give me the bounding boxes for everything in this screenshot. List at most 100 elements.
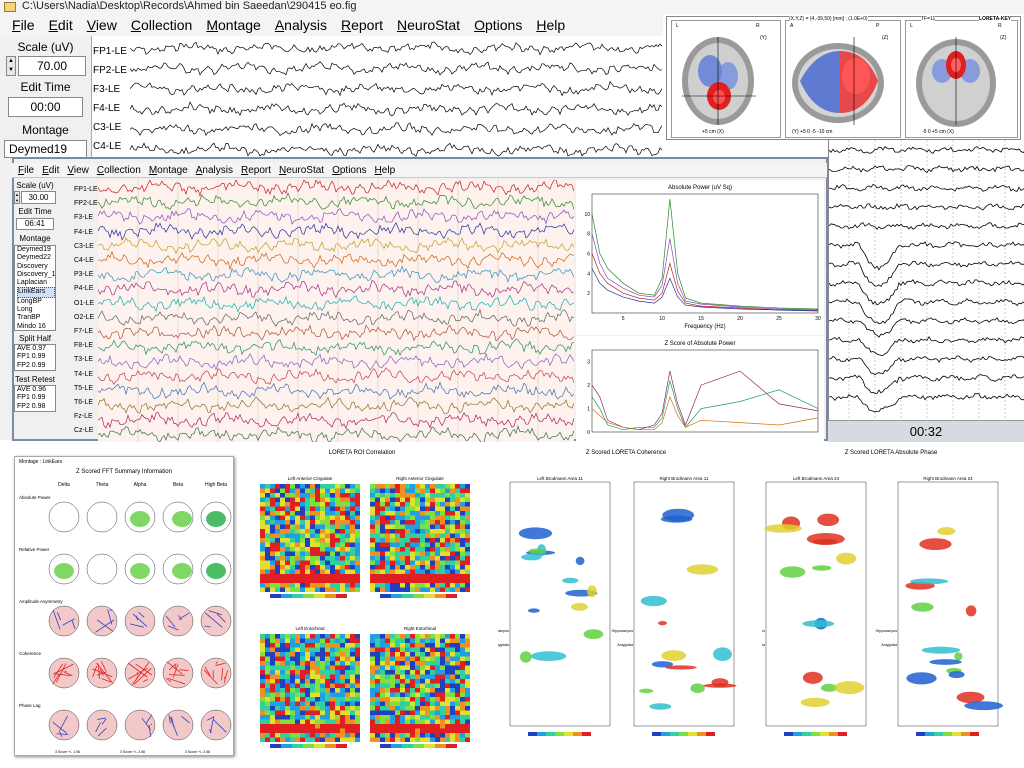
heatmap-panel-title: Left Entorhinal: [295, 626, 324, 631]
inner-menu-report[interactable]: Report: [241, 165, 272, 176]
inner-menu-help[interactable]: Help: [374, 165, 396, 176]
heatmap-colorbar: [402, 744, 413, 748]
stat-row[interactable]: AVE 0.96: [17, 386, 47, 393]
contour-blob: [528, 548, 546, 555]
head-map-connection: [209, 729, 212, 734]
stat-row[interactable]: FP1 0.99: [17, 394, 46, 402]
inner-menu-neurostat[interactable]: NeuroStat: [279, 165, 325, 176]
scale-input[interactable]: 70.00: [18, 56, 86, 76]
menu-edit[interactable]: Edit: [48, 17, 73, 33]
head-map-connection: [52, 674, 60, 685]
montage-option[interactable]: Discovery: [17, 262, 48, 270]
channel-label: T3-LE: [74, 356, 94, 364]
montage-option[interactable]: LongBP: [17, 297, 42, 305]
inner-scale-input[interactable]: 30.00: [21, 191, 56, 204]
loreta-coherence-panel: Z Scored LORETA Coherence Left Brodmann …: [498, 450, 754, 756]
zscore-power-chart: Z Score of Absolute Power 3 2 1 0: [576, 336, 824, 442]
heatmap-colorbar: [292, 744, 303, 748]
heatmap-colorbar: [325, 744, 336, 748]
menu-help[interactable]: Help: [536, 17, 566, 33]
stat-row[interactable]: FP2 0.99: [17, 361, 46, 369]
coherence-contours: Left Brodmann Area 11 Hippocampus Amygdala…: [498, 476, 737, 736]
right-eeg-trace: [829, 317, 1024, 338]
menu-report[interactable]: Report: [340, 17, 384, 33]
roi-heatmaps: Left Anterior Cingulate Right Anterior Ci…: [260, 476, 470, 748]
inner-menu-analysis[interactable]: Analysis: [195, 165, 233, 176]
x-tick-label: 20: [737, 316, 743, 322]
contour-blob: [662, 508, 695, 522]
channel-label: F7-LE: [74, 328, 94, 335]
montage-list[interactable]: Deymed19 Deymed22 Discovery Discovery_19 Lap…: [14, 245, 56, 331]
menu-file[interactable]: File: [12, 17, 35, 33]
montage-option[interactable]: LinkEars: [17, 287, 55, 298]
heatmap-colorbar: [435, 744, 446, 748]
eeg-channel-trace: [98, 265, 574, 284]
heatmap-colorbar: [325, 594, 336, 598]
stat-row[interactable]: AVE 0.97: [17, 345, 47, 352]
y-tick-label: 4: [587, 271, 590, 277]
head-map-blob: [130, 511, 150, 527]
eeg-trace-view-inner[interactable]: [98, 180, 574, 442]
eeg-trace-view-top[interactable]: [130, 38, 662, 160]
contour-blob: [802, 671, 823, 684]
menu-analysis[interactable]: Analysis: [274, 17, 327, 33]
test-retest-list[interactable]: AVE 0.96 FP1 0.99 FP2 0.98: [14, 385, 56, 412]
scale-spinner[interactable]: ▲ ▼: [6, 56, 16, 76]
contour-colorbar: [943, 732, 952, 736]
loreta-brain-viewer[interactable]: L R (Y) +5 cm (X) A P (Z) (Y) +5 0 -5 -1…: [666, 16, 1021, 140]
brain-view-axial[interactable]: L R (Y) +5 cm (X): [671, 20, 781, 138]
sagittal-bottom-note: (Y) +5 0 -5 -10 cm: [792, 129, 833, 135]
inner-menu-montage[interactable]: Montage: [148, 165, 188, 176]
inner-menu-view[interactable]: View: [67, 165, 89, 176]
montage-option[interactable]: Mindo 16: [17, 322, 46, 330]
brain-view-coronal[interactable]: L R (Z) -5 0 +5 cm (X): [905, 20, 1018, 138]
eeg-channel-trace: [98, 208, 574, 225]
head-map: [48, 605, 80, 637]
contour-blob: [527, 608, 540, 613]
montage-option[interactable]: Deymed19: [17, 246, 51, 253]
montage-option[interactable]: Discovery_19: [17, 270, 56, 278]
menu-view[interactable]: View: [86, 17, 117, 33]
inner-scale-spinner[interactable]: ▲ ▼: [14, 191, 20, 204]
menu-montage[interactable]: Montage: [206, 17, 261, 33]
menu-collection[interactable]: Collection: [130, 17, 193, 33]
split-half-list[interactable]: AVE 0.97 FP1 0.99 FP2 0.99: [14, 344, 56, 371]
head-map-connection: [135, 663, 153, 676]
menu-neurostat[interactable]: NeuroStat: [397, 17, 461, 33]
inner-menu-file[interactable]: File: [18, 165, 35, 176]
brain-view-sagittal[interactable]: A P (Z) (Y) +5 0 -5 -10 cm: [785, 20, 901, 138]
head-map: [162, 657, 194, 689]
y-tick-label: 3: [587, 360, 590, 366]
right-eeg-trace: [829, 241, 1024, 271]
axial-bottom-note: +5 cm (X): [702, 129, 724, 135]
montage-select[interactable]: Deymed19: [4, 140, 87, 158]
montage-option[interactable]: Laplacian: [17, 279, 47, 287]
stat-row[interactable]: FP2 0.98: [17, 402, 46, 410]
eeg-channel-trace: [130, 41, 662, 56]
fft-footer: 3 Score +/- 2.58: [185, 750, 210, 754]
fft-montage-header: Montage : LinkEars: [19, 459, 63, 465]
contour-blob: [806, 533, 845, 545]
contour-colorbar: [661, 732, 670, 736]
contour-blob: [712, 647, 732, 661]
stat-row[interactable]: FP1 0.99: [17, 353, 46, 361]
eeg-channel-trace: [98, 367, 574, 385]
head-map-connection: [204, 612, 223, 628]
head-map: [200, 657, 232, 689]
menu-options[interactable]: Options: [474, 17, 523, 33]
contour-blob: [521, 553, 542, 561]
eeg-trace-view-right[interactable]: [828, 140, 1024, 440]
inner-edit-time-value[interactable]: 06:41: [16, 218, 54, 230]
channel-label: T4-LE: [74, 370, 94, 378]
edit-time-value[interactable]: 00:00: [8, 97, 83, 117]
inner-menu-collection[interactable]: Collection: [96, 165, 141, 176]
contour-colorbar: [564, 732, 573, 736]
channel-label: C3-LE: [74, 242, 94, 250]
head-map-connection: [133, 668, 152, 685]
inner-menu-edit[interactable]: Edit: [42, 165, 60, 176]
montage-option[interactable]: Long TranBP: [17, 306, 41, 322]
region-label: Amygdala: [617, 643, 633, 647]
montage-option[interactable]: Deymed22: [17, 254, 51, 262]
head-map: [48, 501, 80, 533]
inner-menu-options[interactable]: Options: [332, 165, 367, 176]
